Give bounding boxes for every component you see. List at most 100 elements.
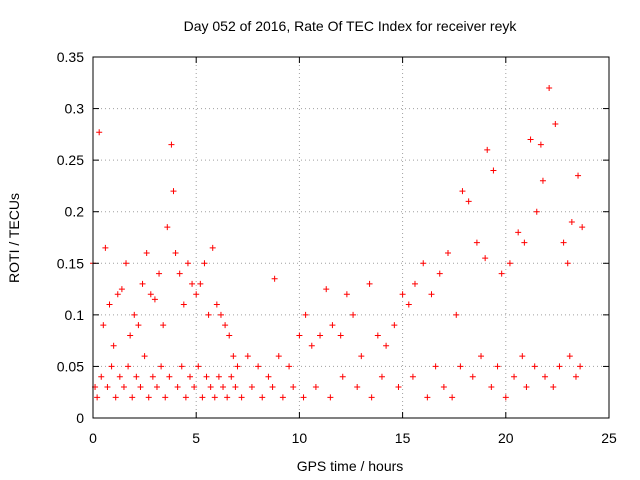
data-point: [440, 384, 447, 391]
data-point: [201, 260, 208, 267]
data-point: [409, 373, 416, 380]
data-point: [174, 384, 181, 391]
data-point: [120, 384, 127, 391]
data-point: [166, 373, 173, 380]
x-axis-label: GPS time / hours: [297, 458, 404, 474]
data-point: [575, 172, 582, 179]
data-point: [290, 384, 297, 391]
data-point: [176, 270, 183, 277]
data-point: [579, 224, 586, 231]
data-point: [244, 353, 251, 360]
data-point: [205, 311, 212, 318]
data-point: [469, 373, 476, 380]
y-tick-label: 0.05: [57, 358, 84, 374]
data-point: [96, 129, 103, 136]
data-point: [383, 342, 390, 349]
data-point: [164, 224, 171, 231]
data-point: [490, 167, 497, 174]
data-point: [323, 286, 330, 293]
data-point: [213, 301, 220, 308]
data-point: [539, 177, 546, 184]
data-point: [153, 384, 160, 391]
data-point: [141, 353, 148, 360]
data-point: [238, 394, 245, 401]
data-point: [189, 280, 196, 287]
data-point: [226, 332, 233, 339]
data-point: [312, 384, 319, 391]
data-point: [465, 198, 472, 205]
data-point: [484, 146, 491, 153]
x-tick-label: 5: [192, 430, 200, 446]
data-point: [100, 322, 107, 329]
data-point: [566, 353, 573, 360]
y-tick-label: 0.35: [57, 49, 84, 65]
data-point: [271, 275, 278, 282]
data-point: [556, 363, 563, 370]
data-point: [546, 84, 553, 91]
data-point: [203, 373, 210, 380]
y-tick-label: 0.3: [65, 101, 85, 117]
plot-frame: [92, 56, 610, 419]
x-tick-label: 25: [601, 430, 617, 446]
data-point: [550, 384, 557, 391]
data-point: [106, 301, 113, 308]
data-point: [137, 384, 144, 391]
data-point: [248, 384, 255, 391]
x-tick-label: 10: [292, 430, 308, 446]
data-point: [453, 311, 460, 318]
data-point: [279, 394, 286, 401]
data-point: [519, 353, 526, 360]
data-point: [350, 311, 357, 318]
data-point: [178, 363, 185, 370]
data-point: [572, 373, 579, 380]
data-point: [296, 332, 303, 339]
data-point: [125, 363, 132, 370]
data-point: [523, 384, 530, 391]
data-point: [228, 373, 235, 380]
data-point: [116, 373, 123, 380]
data-point: [158, 363, 165, 370]
x-tick-label: 15: [395, 430, 411, 446]
data-point: [191, 384, 198, 391]
axis-ticks: 0 5 10 15 20 25 0 0.05 0.1 0.15 0.2 0.25 0.3 0.35: [57, 49, 617, 446]
data-point: [232, 384, 239, 391]
data-point: [139, 280, 146, 287]
data-point: [209, 244, 216, 251]
data-point: [110, 342, 117, 349]
data-point: [118, 286, 125, 293]
y-axis-label: ROTI / TECUs: [6, 193, 22, 283]
data-point: [104, 384, 111, 391]
data-point: [395, 384, 402, 391]
data-point: [195, 363, 202, 370]
data-point: [286, 363, 293, 370]
data-point: [224, 394, 231, 401]
chart-title: Day 052 of 2016, Rate Of TEC Index for r…: [184, 18, 518, 34]
data-point: [102, 244, 109, 251]
data-point: [308, 342, 315, 349]
data-point: [478, 353, 485, 360]
data-point: [354, 384, 361, 391]
data-point: [399, 291, 406, 298]
data-point: [494, 363, 501, 370]
grid-lines: [93, 57, 609, 418]
data-point: [300, 394, 307, 401]
data-point: [275, 353, 282, 360]
y-tick-label: 0: [76, 410, 84, 426]
data-point: [156, 270, 163, 277]
data-point: [217, 311, 224, 318]
data-point: [255, 363, 262, 370]
data-point: [127, 332, 134, 339]
data-point: [473, 239, 480, 246]
data-point: [564, 260, 571, 267]
data-point: [533, 208, 540, 215]
data-point: [94, 394, 101, 401]
data-point: [149, 373, 156, 380]
data-point: [366, 280, 373, 287]
data-point: [327, 394, 334, 401]
data-point: [488, 384, 495, 391]
data-point: [577, 363, 584, 370]
data-point: [112, 394, 119, 401]
data-point: [215, 373, 222, 380]
data-point: [568, 219, 575, 226]
